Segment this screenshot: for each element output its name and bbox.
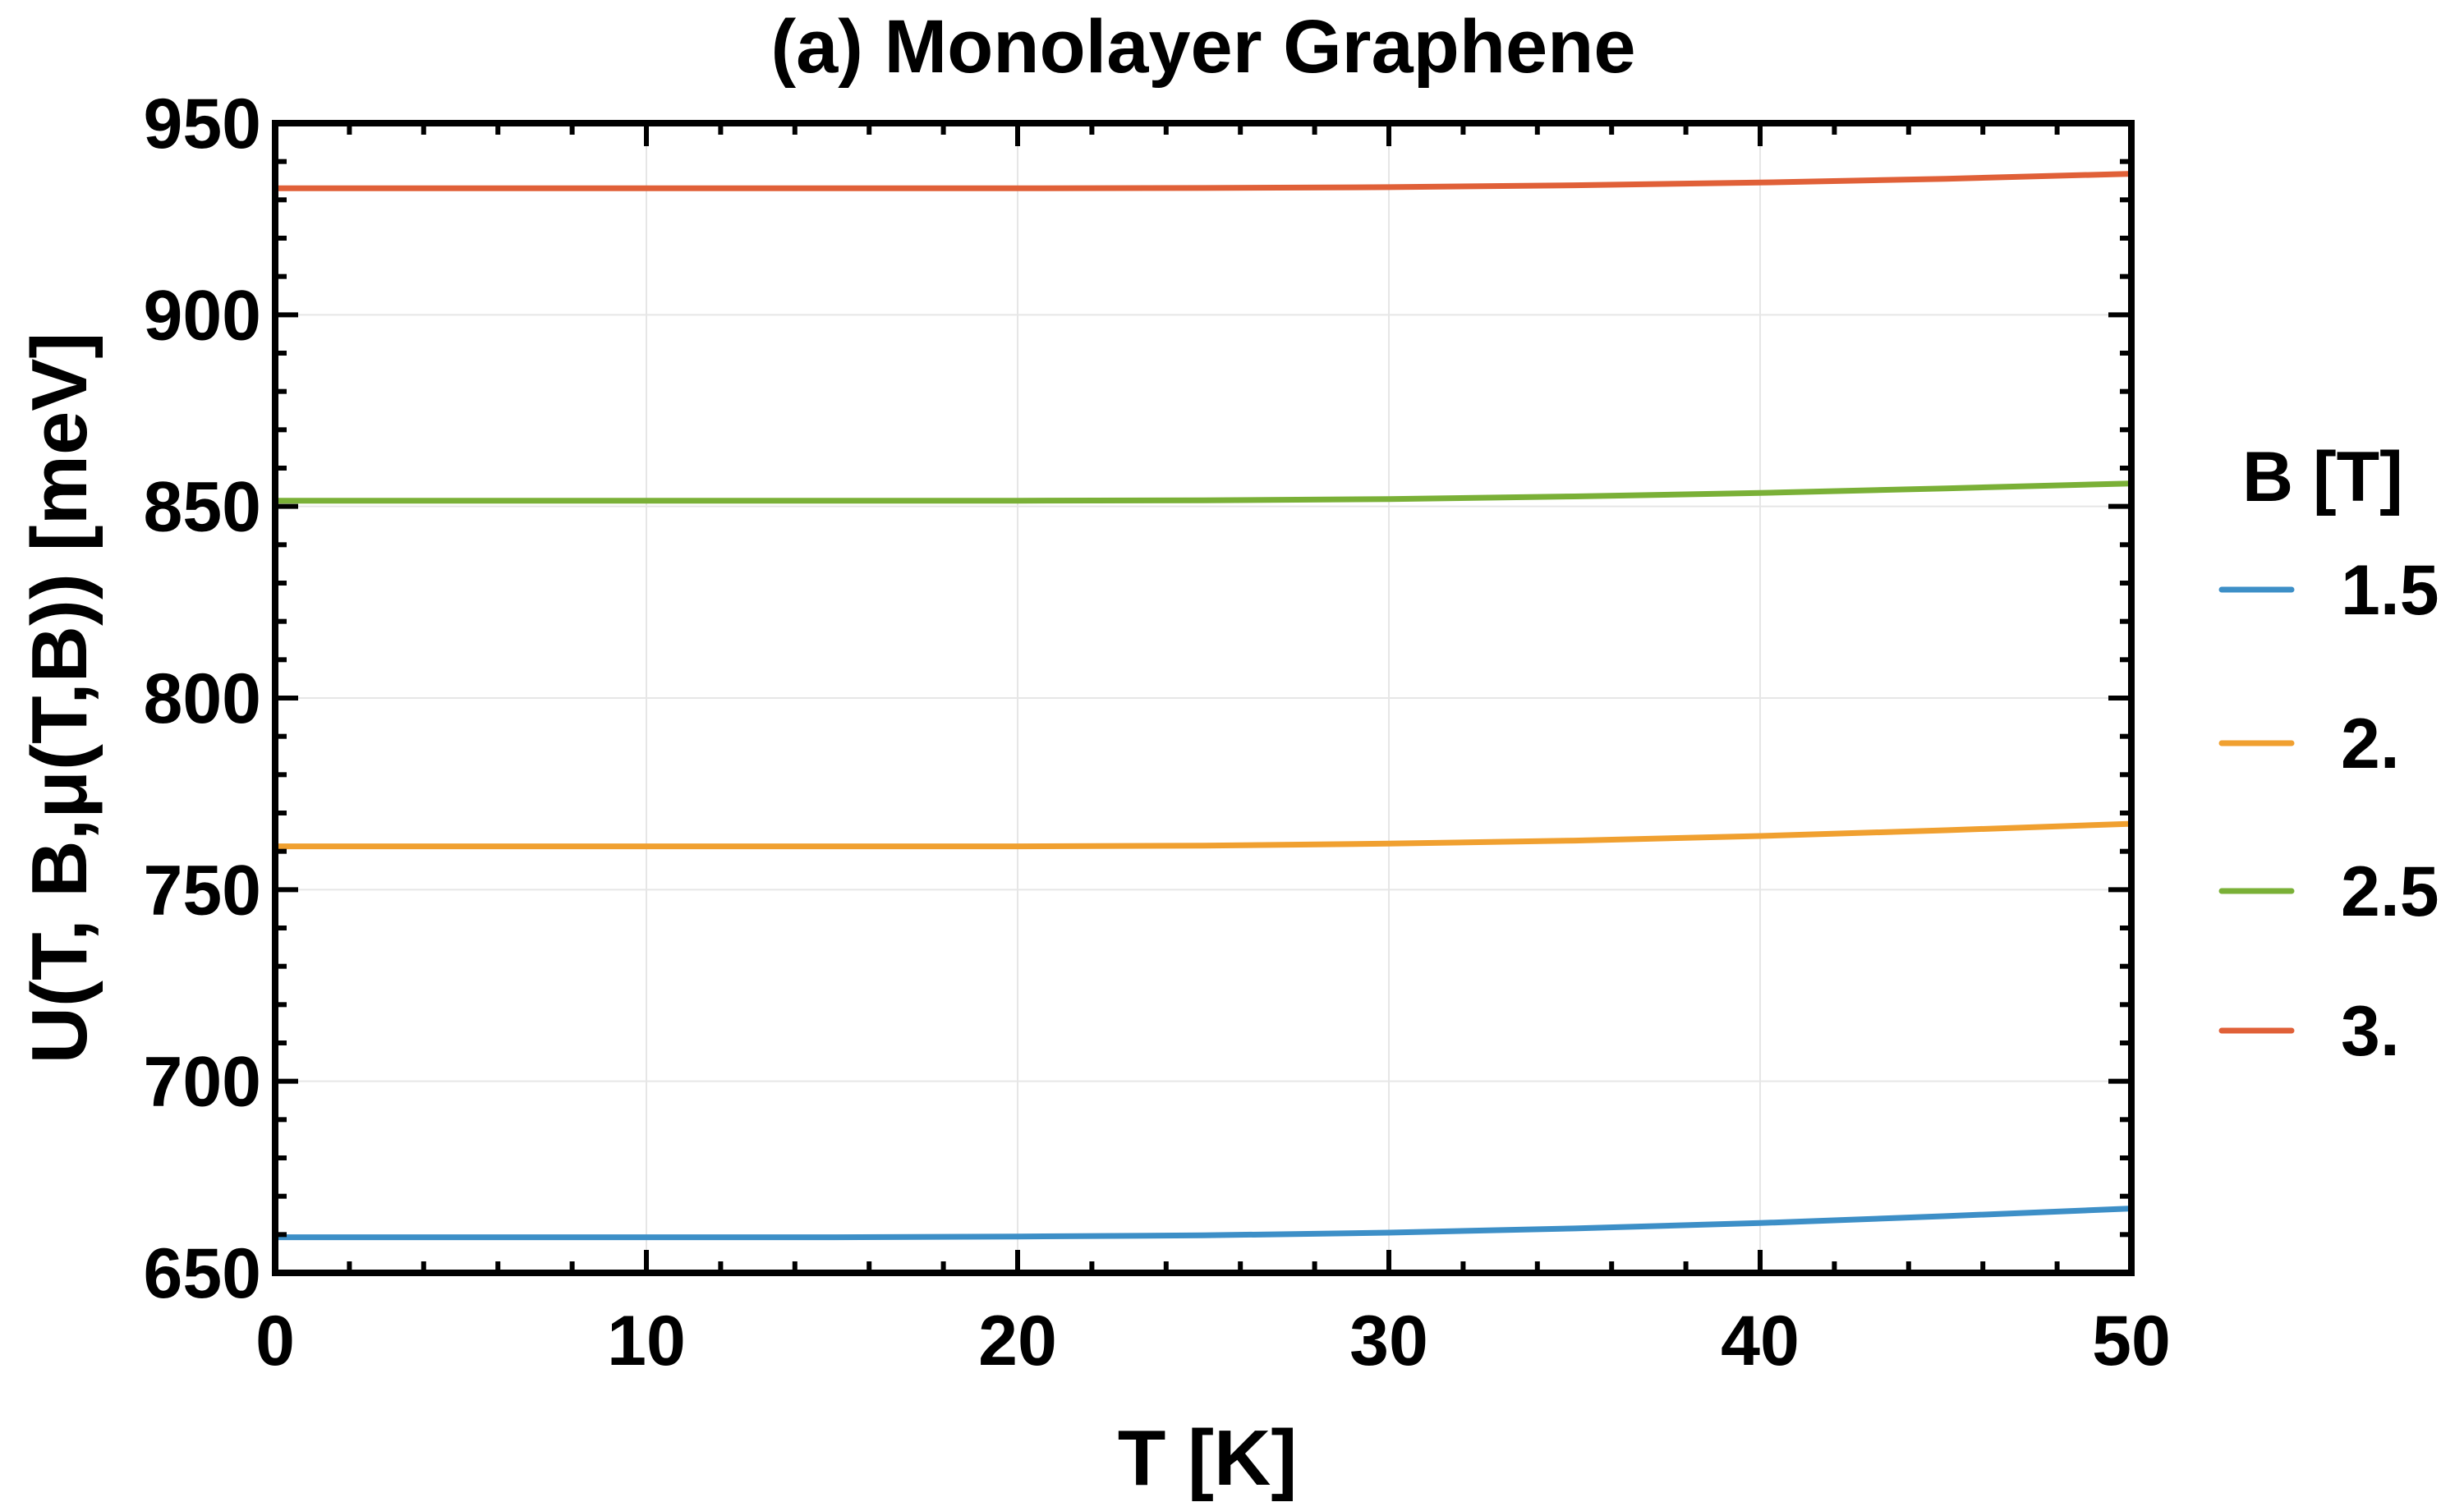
y-tick-label: 900 — [144, 276, 262, 355]
y-tick-label: 750 — [144, 851, 262, 930]
y-tick-label: 700 — [144, 1043, 262, 1122]
y-tick-label: 850 — [144, 468, 262, 547]
axis-ticks — [273, 121, 2134, 1275]
grid-lines — [274, 122, 2132, 1274]
x-tick-label: 0 — [255, 1302, 295, 1380]
series-line-2.5 — [272, 480, 2135, 504]
series-line-1.5 — [272, 1206, 2135, 1241]
x-tick-label: 50 — [2092, 1302, 2171, 1380]
y-tick-label: 800 — [144, 659, 262, 738]
x-tick-label: 30 — [1349, 1302, 1428, 1380]
series-line-3. — [272, 171, 2135, 191]
x-axis-title: T [K] — [1118, 1414, 1298, 1502]
legend: B [T] 1.5 2. 2.5 3. — [2218, 438, 2439, 1071]
legend-label-3.: 3. — [2341, 992, 2400, 1071]
chart-title: (a) Monolayer Graphene — [770, 5, 1635, 89]
x-tick-label: 20 — [978, 1302, 1057, 1380]
y-tick-label: 950 — [144, 85, 262, 163]
legend-label-2.: 2. — [2341, 705, 2400, 783]
legend-label-2.5: 2.5 — [2341, 852, 2439, 931]
x-tick-label: 40 — [1721, 1302, 1800, 1380]
series-lines — [272, 171, 2135, 1241]
y-axis-title: U(T, B,μ(T,B)) [meV] — [16, 333, 103, 1064]
tick-labels: 0 10 20 30 40 50 650 700 750 800 850 900 950 — [144, 85, 2171, 1380]
legend-label-1.5: 1.5 — [2341, 551, 2439, 630]
x-tick-label: 10 — [607, 1302, 686, 1380]
y-tick-label: 650 — [144, 1234, 262, 1313]
series-line-2. — [272, 820, 2135, 850]
legend-title: B [T] — [2242, 438, 2403, 517]
